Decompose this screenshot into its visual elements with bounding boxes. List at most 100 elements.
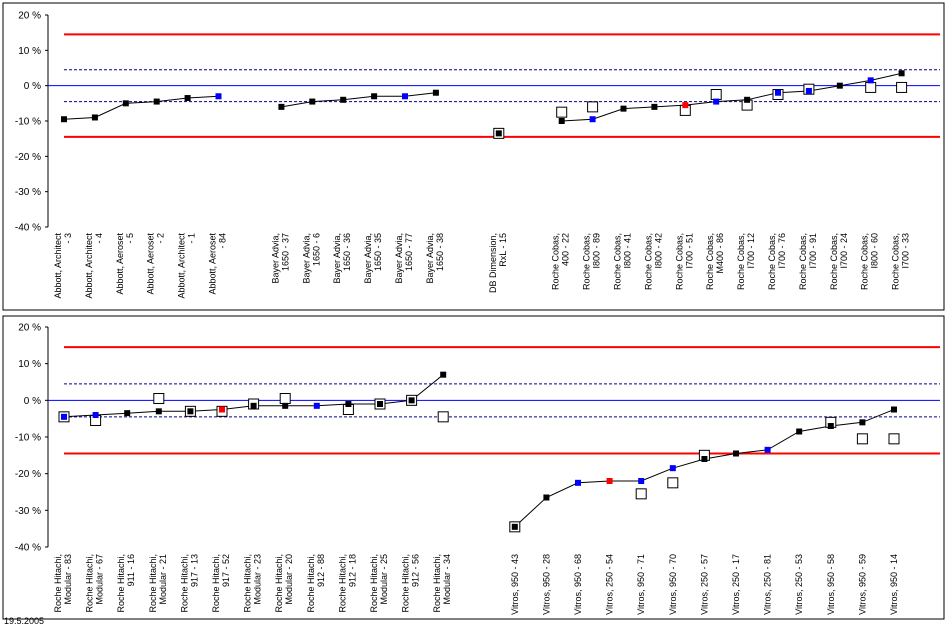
category-label-line: Vitros, 250 - 17 — [731, 554, 741, 615]
category-label: Roche Hitachi,911 - 16 — [116, 554, 136, 613]
category-label: DB Dimension,RxL - 15 — [488, 233, 508, 293]
category-label: Bayer Advia,1650 - 6 — [301, 233, 321, 284]
data-point — [764, 446, 771, 453]
data-point — [606, 478, 613, 484]
category-label-line: I800 - 89 — [592, 233, 602, 269]
chart-panel-1: 20 % 10 % 0 % -10 % -20 % -30 % -40 % Abbott, A… — [2, 2, 945, 311]
category-label-line: Modular - 23 — [253, 554, 263, 605]
category-label: Vitros, 950 - 68 — [573, 554, 583, 615]
category-label: Bayer Advia,1650 - 38 — [425, 233, 445, 284]
data-point — [575, 479, 581, 486]
category-label-line: 1650 - 6 — [311, 233, 321, 266]
category-label: Vitros, 250 - 54 — [605, 554, 615, 615]
open-square-point — [153, 393, 165, 404]
category-label: Roche Hitachi,Modular - 20 — [274, 554, 294, 613]
data-point — [219, 406, 225, 413]
category-label-line: Roche Hitachi, — [116, 554, 126, 613]
category-label: Roche Cobas,I700 - 33 — [891, 233, 911, 290]
category-label-line: I700 - 51 — [684, 233, 694, 269]
data-point — [309, 98, 316, 105]
series-line — [281, 92, 436, 108]
category-label-line: 912 - 56 — [411, 554, 421, 587]
category-label: Bayer Advia,1650 - 37 — [270, 233, 290, 284]
category-label-line: Vitros, 950 - 71 — [636, 554, 646, 615]
category-label-line: 1650 - 38 — [435, 233, 445, 271]
category-label-line: 917 - 13 — [189, 554, 199, 587]
data-point — [775, 89, 781, 96]
category-label-line: 912 - 18 — [347, 554, 357, 587]
category-label-line: 1650 - 35 — [373, 233, 383, 271]
data-point — [638, 478, 645, 484]
y-tick-label: 0 % — [24, 81, 41, 92]
category-label-line: - 84 — [218, 233, 228, 249]
category-label-line: Abbott, Architect — [53, 233, 63, 299]
category-label-line: DB Dimension, — [488, 233, 498, 293]
data-point — [620, 105, 627, 112]
category-label: Vitros, 950 - 71 — [636, 554, 646, 615]
data-point — [282, 402, 289, 409]
category-label-line: - 1 — [187, 233, 197, 244]
category-label-line: Bayer Advia, — [332, 233, 342, 284]
y-tick-label: -40 % — [15, 223, 41, 234]
chart-frame — [2, 2, 945, 311]
data-point — [682, 102, 689, 109]
category-label-line: Roche Cobas, — [736, 233, 746, 290]
series-line — [63, 95, 219, 120]
y-tick-label: -10 % — [15, 117, 41, 128]
category-label-line: Modular - 20 — [284, 554, 294, 605]
series-line — [514, 409, 895, 528]
category-label-line: Vitros, 950 - 43 — [510, 554, 520, 615]
category-label-line: Modular - 25 — [379, 554, 389, 605]
open-square-point — [865, 81, 877, 93]
category-label: Vitros, 950 - 43 — [510, 554, 520, 615]
data-point — [61, 116, 67, 123]
category-label: Vitros, 950 - 14 — [889, 554, 899, 615]
data-point — [836, 82, 843, 89]
category-label: Vitros, 950 - 70 — [668, 554, 678, 615]
data-point — [402, 93, 408, 100]
y-tick-label: 10 % — [18, 46, 41, 57]
category-label: Roche Cobas,I700 - 24 — [829, 233, 849, 290]
category-label-line: I800 - 60 — [870, 233, 880, 269]
category-label-line: Roche Hitachi, — [432, 554, 442, 613]
category-label: Bayer Advia,1650 - 36 — [332, 233, 352, 284]
open-square-point — [556, 106, 568, 118]
data-point — [184, 95, 191, 102]
category-label-line: - 4 — [94, 233, 104, 244]
data-point — [867, 77, 874, 84]
data-point — [859, 419, 866, 426]
category-label: Roche Cobas,400 - 22 — [551, 233, 571, 290]
category-label-line: Bayer Advia, — [394, 233, 404, 284]
category-label: Abbott, Aeroset- 2 — [146, 233, 166, 295]
category-label-line: 912 - 88 — [316, 554, 326, 587]
category-label-line: RxL - 15 — [498, 233, 508, 267]
category-label-line: Abbott, Architect — [177, 233, 187, 299]
category-label: Vitros, 950 - 58 — [826, 554, 836, 615]
category-label-line: Abbott, Architect — [84, 233, 94, 299]
data-point — [278, 103, 285, 110]
data-point — [345, 401, 352, 407]
category-label-line: Modular - 34 — [442, 554, 452, 605]
category-label: Roche Cobas,I700 - 51 — [674, 233, 694, 290]
category-label-line: Roche Hitachi, — [369, 554, 379, 613]
y-tick-label: -40 % — [15, 543, 41, 554]
category-label: Vitros, 950 - 28 — [541, 554, 551, 615]
open-square-point — [667, 477, 679, 489]
category-label: Vitros, 250 - 81 — [763, 554, 773, 615]
data-point — [124, 410, 131, 417]
category-label-line: I700 - 12 — [746, 233, 756, 269]
category-label-line: M400 - 86 — [715, 233, 725, 274]
category-label-line: 917 - 52 — [221, 554, 231, 587]
category-label-line: Roche Cobas, — [705, 233, 715, 290]
category-label: Vitros, 250 - 17 — [731, 554, 741, 615]
category-label: Abbott, Aeroset- 5 — [115, 233, 135, 295]
data-point — [733, 450, 739, 457]
category-label-line: Roche Cobas, — [674, 233, 684, 290]
data-point — [558, 118, 565, 124]
category-label: Roche Hitachi,Modular - 83 — [53, 554, 73, 613]
open-square-point — [587, 101, 599, 113]
category-label: Roche Hitachi,912 - 18 — [337, 554, 357, 613]
category-label-line: Roche Cobas, — [798, 233, 808, 290]
category-label-line: Modular - 21 — [158, 554, 168, 605]
data-point — [122, 100, 129, 107]
